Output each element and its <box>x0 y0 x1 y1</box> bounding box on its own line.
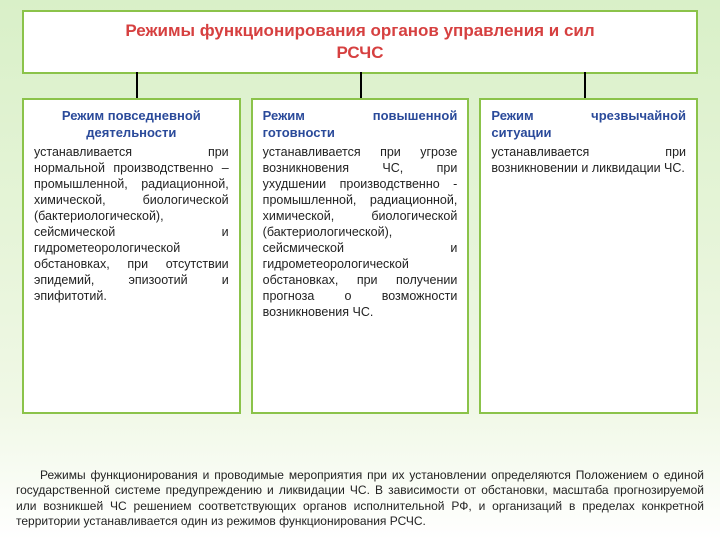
connector-line <box>136 72 138 98</box>
column-title: Режим чрезвычайной ситуации <box>491 108 686 142</box>
column-body: устанавливается при угрозе возникновения… <box>263 144 458 320</box>
connector-line <box>360 72 362 98</box>
column-box: Режим повседневной деятельности устанавл… <box>22 98 241 414</box>
title-box: Режимы функционирования органов управлен… <box>22 10 698 74</box>
column-body: устанавливается при возникновении и ликв… <box>491 144 686 176</box>
column-body: устанавливается при нормальной производс… <box>34 144 229 304</box>
page-title: Режимы функционирования органов управлен… <box>120 20 600 64</box>
column-title: Режим повседневной деятельности <box>34 108 229 142</box>
column-box: Режим повышенной готовности устанавливае… <box>251 98 470 414</box>
connector-line <box>584 72 586 98</box>
columns-row: Режим повседневной деятельности устанавл… <box>22 98 698 414</box>
column-title: Режим повышенной готовности <box>263 108 458 142</box>
column-box: Режим чрезвычайной ситуации устанавливае… <box>479 98 698 414</box>
footer-text: Режимы функционирования и проводимые мер… <box>16 468 704 530</box>
